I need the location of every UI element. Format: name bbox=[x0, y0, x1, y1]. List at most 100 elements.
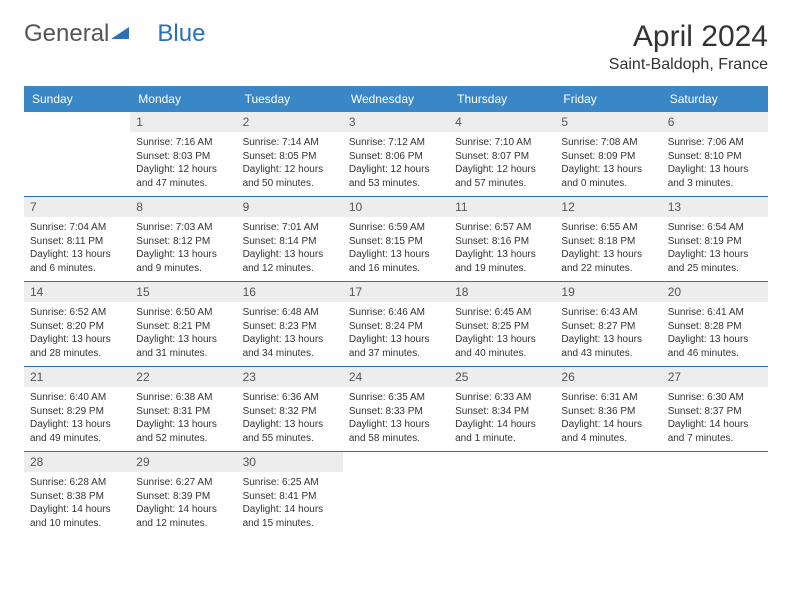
day-number: 27 bbox=[662, 367, 768, 387]
day-number: 13 bbox=[662, 197, 768, 217]
day-details: Sunrise: 6:28 AMSunset: 8:38 PMDaylight:… bbox=[24, 472, 130, 536]
day-number: 24 bbox=[343, 367, 449, 387]
weekday-header: Sunday bbox=[24, 86, 130, 112]
day-details: Sunrise: 6:43 AMSunset: 8:27 PMDaylight:… bbox=[555, 302, 661, 366]
day-details: Sunrise: 6:45 AMSunset: 8:25 PMDaylight:… bbox=[449, 302, 555, 366]
calendar-day-cell: 28Sunrise: 6:28 AMSunset: 8:38 PMDayligh… bbox=[24, 452, 130, 537]
calendar-day-cell: 21Sunrise: 6:40 AMSunset: 8:29 PMDayligh… bbox=[24, 367, 130, 452]
day-number: 19 bbox=[555, 282, 661, 302]
day-details: Sunrise: 7:16 AMSunset: 8:03 PMDaylight:… bbox=[130, 132, 236, 196]
day-number: 26 bbox=[555, 367, 661, 387]
calendar-day-cell: 25Sunrise: 6:33 AMSunset: 8:34 PMDayligh… bbox=[449, 367, 555, 452]
day-details: Sunrise: 6:30 AMSunset: 8:37 PMDaylight:… bbox=[662, 387, 768, 451]
calendar-day-cell: 2Sunrise: 7:14 AMSunset: 8:05 PMDaylight… bbox=[237, 112, 343, 197]
day-details: Sunrise: 7:01 AMSunset: 8:14 PMDaylight:… bbox=[237, 217, 343, 281]
calendar-week-row: 21Sunrise: 6:40 AMSunset: 8:29 PMDayligh… bbox=[24, 367, 768, 452]
calendar-day-cell: 1Sunrise: 7:16 AMSunset: 8:03 PMDaylight… bbox=[130, 112, 236, 197]
day-number: 7 bbox=[24, 197, 130, 217]
day-number: 6 bbox=[662, 112, 768, 132]
calendar-day-cell: 30Sunrise: 6:25 AMSunset: 8:41 PMDayligh… bbox=[237, 452, 343, 537]
calendar-body: .1Sunrise: 7:16 AMSunset: 8:03 PMDayligh… bbox=[24, 112, 768, 536]
logo-text-2: Blue bbox=[157, 20, 205, 48]
calendar-day-cell: 19Sunrise: 6:43 AMSunset: 8:27 PMDayligh… bbox=[555, 282, 661, 367]
day-details: Sunrise: 7:14 AMSunset: 8:05 PMDaylight:… bbox=[237, 132, 343, 196]
logo-text-1: General bbox=[24, 20, 109, 48]
day-number: 11 bbox=[449, 197, 555, 217]
calendar-day-cell: 26Sunrise: 6:31 AMSunset: 8:36 PMDayligh… bbox=[555, 367, 661, 452]
calendar-day-cell: 10Sunrise: 6:59 AMSunset: 8:15 PMDayligh… bbox=[343, 197, 449, 282]
day-number: 9 bbox=[237, 197, 343, 217]
calendar-day-cell: 8Sunrise: 7:03 AMSunset: 8:12 PMDaylight… bbox=[130, 197, 236, 282]
location: Saint-Baldoph, France bbox=[609, 56, 768, 74]
day-number: 23 bbox=[237, 367, 343, 387]
calendar-day-cell: 14Sunrise: 6:52 AMSunset: 8:20 PMDayligh… bbox=[24, 282, 130, 367]
weekday-header: Tuesday bbox=[237, 86, 343, 112]
day-number: 25 bbox=[449, 367, 555, 387]
calendar-day-cell: . bbox=[24, 112, 130, 197]
day-details: Sunrise: 7:10 AMSunset: 8:07 PMDaylight:… bbox=[449, 132, 555, 196]
day-details: Sunrise: 6:50 AMSunset: 8:21 PMDaylight:… bbox=[130, 302, 236, 366]
calendar-day-cell: 11Sunrise: 6:57 AMSunset: 8:16 PMDayligh… bbox=[449, 197, 555, 282]
day-details: Sunrise: 7:08 AMSunset: 8:09 PMDaylight:… bbox=[555, 132, 661, 196]
day-number: 2 bbox=[237, 112, 343, 132]
calendar-week-row: 28Sunrise: 6:28 AMSunset: 8:38 PMDayligh… bbox=[24, 452, 768, 537]
day-details: Sunrise: 6:55 AMSunset: 8:18 PMDaylight:… bbox=[555, 217, 661, 281]
logo-triangle-icon bbox=[111, 20, 129, 48]
day-number: 15 bbox=[130, 282, 236, 302]
calendar-day-cell: 17Sunrise: 6:46 AMSunset: 8:24 PMDayligh… bbox=[343, 282, 449, 367]
calendar-day-cell bbox=[555, 452, 661, 537]
day-details: Sunrise: 7:03 AMSunset: 8:12 PMDaylight:… bbox=[130, 217, 236, 281]
day-details: Sunrise: 6:27 AMSunset: 8:39 PMDaylight:… bbox=[130, 472, 236, 536]
calendar-week-row: 14Sunrise: 6:52 AMSunset: 8:20 PMDayligh… bbox=[24, 282, 768, 367]
day-details: Sunrise: 6:36 AMSunset: 8:32 PMDaylight:… bbox=[237, 387, 343, 451]
calendar-day-cell: 27Sunrise: 6:30 AMSunset: 8:37 PMDayligh… bbox=[662, 367, 768, 452]
calendar-table: SundayMondayTuesdayWednesdayThursdayFrid… bbox=[24, 86, 768, 536]
day-number: 8 bbox=[130, 197, 236, 217]
day-number: 5 bbox=[555, 112, 661, 132]
day-details: Sunrise: 6:25 AMSunset: 8:41 PMDaylight:… bbox=[237, 472, 343, 536]
day-details: Sunrise: 6:52 AMSunset: 8:20 PMDaylight:… bbox=[24, 302, 130, 366]
day-number: 29 bbox=[130, 452, 236, 472]
day-number: 20 bbox=[662, 282, 768, 302]
day-details: Sunrise: 6:41 AMSunset: 8:28 PMDaylight:… bbox=[662, 302, 768, 366]
day-number: 30 bbox=[237, 452, 343, 472]
day-details: Sunrise: 7:04 AMSunset: 8:11 PMDaylight:… bbox=[24, 217, 130, 281]
calendar-day-cell: 29Sunrise: 6:27 AMSunset: 8:39 PMDayligh… bbox=[130, 452, 236, 537]
day-number: 21 bbox=[24, 367, 130, 387]
header: General Blue April 2024 Saint-Baldoph, F… bbox=[24, 20, 768, 74]
day-number: 22 bbox=[130, 367, 236, 387]
calendar-day-cell: 7Sunrise: 7:04 AMSunset: 8:11 PMDaylight… bbox=[24, 197, 130, 282]
calendar-day-cell: 12Sunrise: 6:55 AMSunset: 8:18 PMDayligh… bbox=[555, 197, 661, 282]
day-details: Sunrise: 7:06 AMSunset: 8:10 PMDaylight:… bbox=[662, 132, 768, 196]
day-number: 16 bbox=[237, 282, 343, 302]
calendar-day-cell: 4Sunrise: 7:10 AMSunset: 8:07 PMDaylight… bbox=[449, 112, 555, 197]
logo: General Blue bbox=[24, 20, 205, 48]
title-block: April 2024 Saint-Baldoph, France bbox=[609, 20, 768, 74]
calendar-day-cell: 6Sunrise: 7:06 AMSunset: 8:10 PMDaylight… bbox=[662, 112, 768, 197]
day-details: Sunrise: 6:57 AMSunset: 8:16 PMDaylight:… bbox=[449, 217, 555, 281]
day-number: 17 bbox=[343, 282, 449, 302]
calendar-day-cell: 20Sunrise: 6:41 AMSunset: 8:28 PMDayligh… bbox=[662, 282, 768, 367]
day-number: 4 bbox=[449, 112, 555, 132]
weekday-header: Monday bbox=[130, 86, 236, 112]
day-number: 10 bbox=[343, 197, 449, 217]
day-details: Sunrise: 7:12 AMSunset: 8:06 PMDaylight:… bbox=[343, 132, 449, 196]
calendar-day-cell: 13Sunrise: 6:54 AMSunset: 8:19 PMDayligh… bbox=[662, 197, 768, 282]
calendar-day-cell: 23Sunrise: 6:36 AMSunset: 8:32 PMDayligh… bbox=[237, 367, 343, 452]
day-number: 18 bbox=[449, 282, 555, 302]
weekday-header: Thursday bbox=[449, 86, 555, 112]
calendar-day-cell bbox=[449, 452, 555, 537]
calendar-day-cell: 24Sunrise: 6:35 AMSunset: 8:33 PMDayligh… bbox=[343, 367, 449, 452]
day-details: Sunrise: 6:48 AMSunset: 8:23 PMDaylight:… bbox=[237, 302, 343, 366]
weekday-header: Friday bbox=[555, 86, 661, 112]
calendar-page: General Blue April 2024 Saint-Baldoph, F… bbox=[0, 0, 792, 556]
day-details: Sunrise: 6:46 AMSunset: 8:24 PMDaylight:… bbox=[343, 302, 449, 366]
weekday-header: Wednesday bbox=[343, 86, 449, 112]
calendar-day-cell: 22Sunrise: 6:38 AMSunset: 8:31 PMDayligh… bbox=[130, 367, 236, 452]
day-details: Sunrise: 6:54 AMSunset: 8:19 PMDaylight:… bbox=[662, 217, 768, 281]
day-details: Sunrise: 6:38 AMSunset: 8:31 PMDaylight:… bbox=[130, 387, 236, 451]
calendar-day-cell: 16Sunrise: 6:48 AMSunset: 8:23 PMDayligh… bbox=[237, 282, 343, 367]
day-number: 28 bbox=[24, 452, 130, 472]
day-details: Sunrise: 6:33 AMSunset: 8:34 PMDaylight:… bbox=[449, 387, 555, 451]
calendar-week-row: .1Sunrise: 7:16 AMSunset: 8:03 PMDayligh… bbox=[24, 112, 768, 197]
